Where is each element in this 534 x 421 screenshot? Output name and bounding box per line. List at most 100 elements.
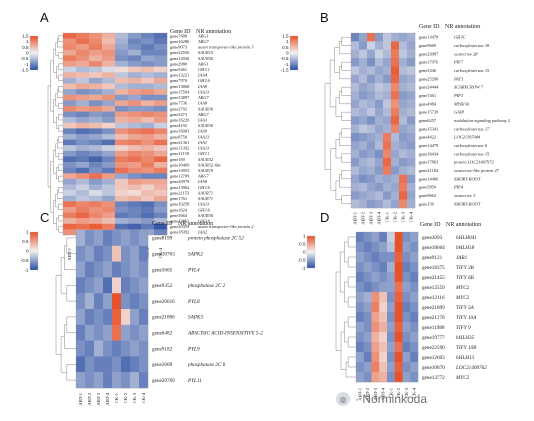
heatmap-cell xyxy=(391,124,400,134)
heatmap-cell xyxy=(102,89,116,95)
heatmap-cell xyxy=(391,183,400,192)
legend-tick-label: -1 xyxy=(24,268,29,273)
row-gene-id: gene13962 xyxy=(170,185,189,190)
heatmap-cell xyxy=(76,324,86,341)
heatmap-cell xyxy=(115,223,129,230)
row-gene-id: gene17976 xyxy=(419,60,439,65)
header-gene-id: Gene ID xyxy=(170,29,191,35)
heatmap-cell xyxy=(94,293,104,310)
heatmap-cell xyxy=(356,302,364,313)
panel-c: C 1 0.5 0 -0.5 -1 Gene ID NR annotation gene8199… xyxy=(21,210,264,406)
row-gene-id: gene5605 xyxy=(152,267,173,273)
heatmap-cell xyxy=(402,282,411,293)
heatmap-cell xyxy=(356,262,364,273)
dendrogram-branch xyxy=(56,66,59,79)
dendrogram-branch xyxy=(58,153,63,160)
heatmap-cell xyxy=(141,156,155,163)
heatmap-cell xyxy=(391,191,400,200)
heatmap-cell xyxy=(76,66,90,73)
row-annotation: carboxylesterase 15 xyxy=(454,151,490,156)
dendrogram-branch xyxy=(58,175,63,182)
heatmap-cell xyxy=(375,141,384,150)
heatmap-cells xyxy=(76,230,149,389)
legend-tick-label: 0.5 xyxy=(282,45,289,50)
row-gene-id: gene9669 xyxy=(419,43,437,48)
panel-letter: C xyxy=(40,210,49,225)
heatmap-cell xyxy=(115,139,129,146)
heatmap-cell xyxy=(63,223,77,230)
heatmap-cell xyxy=(154,77,168,84)
heatmap-cell xyxy=(128,117,142,123)
heatmap-cell xyxy=(63,66,77,73)
heatmap-cell xyxy=(367,33,376,42)
heatmap-cell xyxy=(141,49,155,56)
dendrogram-branch xyxy=(341,153,351,163)
heatmap-cell xyxy=(102,61,116,67)
heatmap-cell xyxy=(410,342,419,353)
header-nr-annotation: NR annotation xyxy=(196,29,231,35)
dendrogram-branch xyxy=(60,336,67,373)
row-annotation: SAUR36 xyxy=(198,123,214,128)
heatmap-cell xyxy=(63,184,77,191)
header-nr-annotation: NR annotation xyxy=(445,24,480,30)
heatmap-cell xyxy=(367,108,376,117)
heatmap-cell xyxy=(363,242,372,253)
heatmap-cell xyxy=(407,74,416,84)
heatmap-cell xyxy=(89,173,103,180)
heatmap-cell xyxy=(154,72,168,79)
dendrogram-branch xyxy=(50,60,54,112)
row-gene-id: gene8199 xyxy=(152,236,173,242)
dendrogram-branch xyxy=(58,136,63,143)
heatmap-cell xyxy=(115,156,129,163)
row-gene-id: gene21455 xyxy=(422,275,445,281)
heatmap-cell xyxy=(102,128,116,135)
dendrogram-branch xyxy=(53,48,57,73)
heatmap-cell xyxy=(379,312,388,323)
heatmap-cell xyxy=(383,74,392,84)
heatmap-cell xyxy=(407,49,416,59)
heatmap-cell xyxy=(383,116,392,125)
column-label: CK-4 xyxy=(158,247,163,258)
heatmap-cell xyxy=(102,105,116,112)
heatmap-cell xyxy=(85,309,95,325)
heatmap-cell xyxy=(154,195,168,202)
heatmap-cell xyxy=(367,158,376,167)
heatmap-cell xyxy=(94,309,104,325)
legend-tick-label: -1.5 xyxy=(281,68,289,73)
heatmap-cell xyxy=(112,356,122,373)
heatmap-cell xyxy=(128,111,142,118)
heatmap-cell xyxy=(89,150,103,157)
legend-tick-label: 0 xyxy=(303,250,306,255)
heatmap-cell xyxy=(154,38,168,45)
heatmap-cell xyxy=(76,33,90,39)
legend-tick-label: -1 xyxy=(24,62,29,67)
heatmap-cell xyxy=(115,61,129,67)
heatmap-cell xyxy=(85,340,95,357)
heatmap-cell xyxy=(102,66,116,73)
heatmap-cell xyxy=(359,133,368,142)
heatmap-cell xyxy=(387,342,395,353)
heatmap-cell xyxy=(407,191,416,200)
column-label: CK-3 xyxy=(132,392,137,403)
heatmap-cell xyxy=(102,100,116,107)
heatmap-cell xyxy=(121,230,131,246)
heatmap-cell xyxy=(128,206,142,213)
heatmap-cell xyxy=(367,199,376,209)
heatmap-cell xyxy=(359,191,368,200)
heatmap-cell xyxy=(407,58,416,67)
heatmap-cell xyxy=(128,162,142,168)
heatmap-cell xyxy=(407,66,416,75)
dendrogram-branch xyxy=(60,257,67,294)
heatmap-cell xyxy=(115,201,129,208)
row-annotation: phosphatase 2C 6 xyxy=(187,362,226,368)
row-annotation: MYC2 xyxy=(455,375,470,381)
heatmap-cell xyxy=(85,356,95,373)
legend-tick-label: 0 xyxy=(286,51,289,56)
column-label: ABT-2 xyxy=(365,387,370,400)
row-annotation: ARG1 xyxy=(197,33,209,38)
dendrogram-branch xyxy=(344,281,349,303)
heatmap-cell xyxy=(371,272,380,283)
heatmap-cell xyxy=(383,124,392,134)
column-label: ABT-3 xyxy=(96,392,101,405)
heatmap-cell xyxy=(63,190,77,196)
